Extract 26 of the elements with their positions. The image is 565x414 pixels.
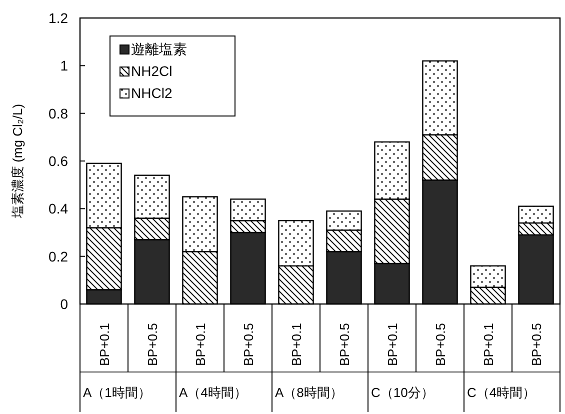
x-tick-label: BP+0.1 <box>289 322 304 366</box>
y-tick-label: 0.8 <box>48 105 68 122</box>
y-tick-label: 0.2 <box>48 248 68 264</box>
y-tick-label: 1 <box>60 58 68 74</box>
y-tick-label: 0 <box>60 296 68 312</box>
y-tick-label: 0.4 <box>48 200 68 217</box>
legend-label: 遊離塩素 <box>131 41 187 57</box>
x-tick-label: BP+0.1 <box>481 322 496 366</box>
y-axis-title: 塩素濃度 (mg Cl₂/L) <box>10 104 25 220</box>
x-tick-label: BP+0.1 <box>193 322 208 366</box>
x-tick-label: BP+0.5 <box>145 322 160 366</box>
text: A（8時間） <box>275 385 343 400</box>
legend-label: NHCl2 <box>131 85 172 101</box>
x-tick-label: BP+0.5 <box>241 322 256 366</box>
text: A（1時間） <box>83 385 151 400</box>
legend-label: NH2Cl <box>131 63 172 79</box>
y-tick-label: 0.6 <box>48 153 68 169</box>
x-tick-label: BP+0.5 <box>337 322 352 366</box>
text: C（10分） <box>371 385 434 400</box>
x-tick-label: BP+0.1 <box>385 322 400 366</box>
x-tick-label: BP+0.1 <box>97 322 112 366</box>
text: C（4時間） <box>467 385 536 400</box>
x-tick-label: BP+0.5 <box>529 322 544 366</box>
x-tick-label: BP+0.5 <box>433 322 448 366</box>
y-tick-label: 1.2 <box>48 10 68 26</box>
text: A（4時間） <box>179 385 247 400</box>
